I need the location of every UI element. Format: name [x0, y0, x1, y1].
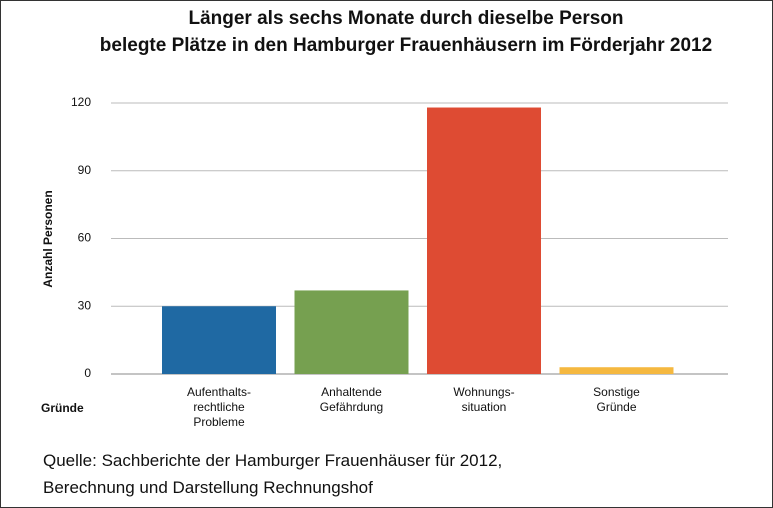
chart-title: belegte Plätze in den Hamburger Frauenhä…	[100, 35, 712, 56]
bar	[559, 367, 674, 374]
bar	[162, 306, 276, 374]
x-axis-label: Gründe	[41, 401, 84, 415]
source: Berechnung und Darstellung Rechnungshof	[43, 478, 373, 497]
y-tick-label: 60	[78, 231, 92, 245]
y-tick-label: 90	[78, 163, 92, 177]
x-tick-label: Aufenthalts- rechtliche Probleme	[186, 385, 252, 429]
x-tick-label: Wohnungs- situation	[453, 385, 515, 414]
bar	[427, 107, 541, 375]
y-axis-label: Anzahl Personen	[41, 190, 55, 287]
y-tick-label: 30	[78, 298, 92, 312]
x-tick-label: Sonstige Gründe	[593, 385, 640, 414]
bar	[294, 290, 409, 374]
source: Quelle: Sachberichte der Hamburger Fraue…	[43, 451, 503, 470]
y-tick-label: 120	[71, 95, 91, 109]
x-tick-label: Anhaltende Gefährdung	[319, 385, 384, 414]
y-tick-label: 0	[84, 366, 91, 380]
chart-title: Länger als sechs Monate durch dieselbe P…	[188, 8, 623, 29]
